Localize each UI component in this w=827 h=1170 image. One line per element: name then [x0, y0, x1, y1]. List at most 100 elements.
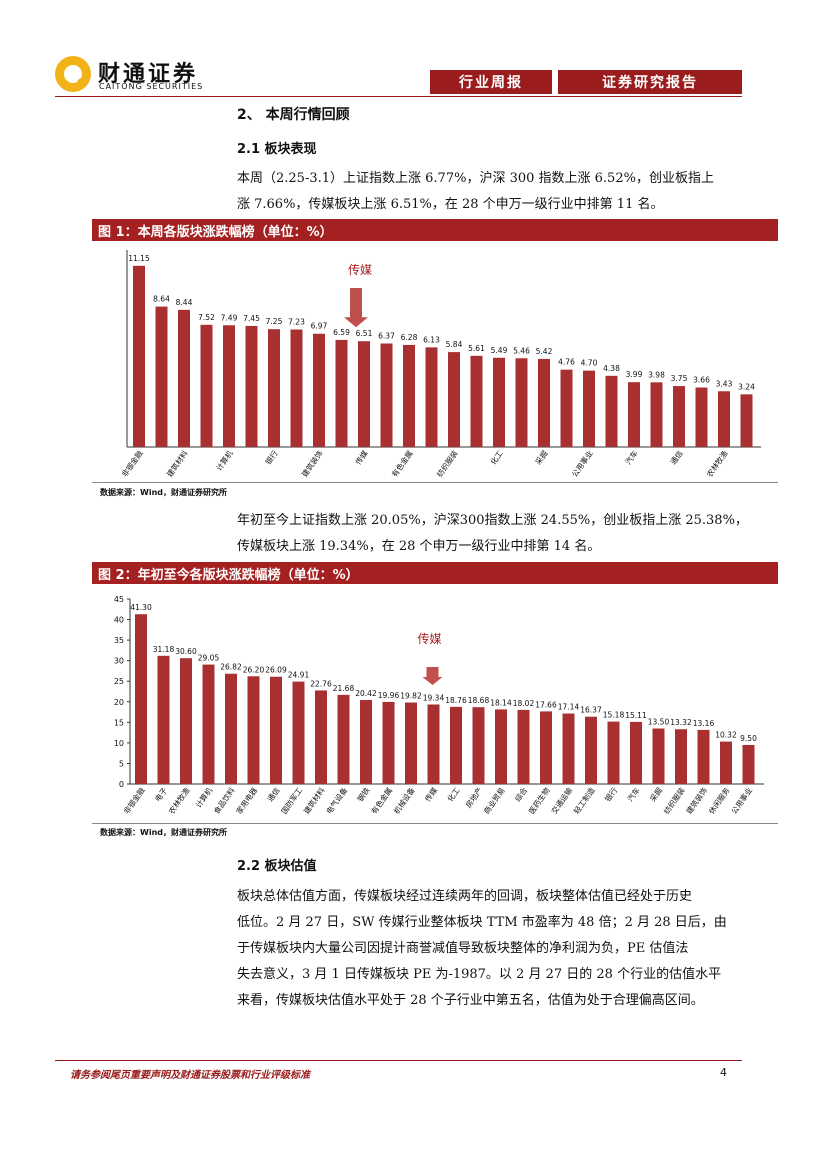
para3-line: 失去意义，3 月 1 日传媒板块 PE 为-1987。以 2 月 27 日的 2… — [237, 967, 722, 982]
data-label: 21.68 — [333, 684, 355, 693]
data-label: 4.38 — [603, 364, 620, 373]
data-label: 7.25 — [266, 317, 283, 326]
tick-label: 轻工制造 — [571, 785, 597, 816]
bar — [245, 325, 258, 447]
y-tick-label: 20 — [114, 698, 124, 707]
bar — [718, 391, 730, 447]
data-label: 30.60 — [175, 647, 197, 656]
y-tick-label: 40 — [114, 616, 124, 625]
tick-label: 纺织服装 — [661, 785, 687, 816]
para3: 板块总体估值方面，传媒板块经过连续两年的回调，板块整体估值已经处于历史 低位。2… — [237, 884, 757, 1014]
data-label: 13.50 — [648, 718, 670, 727]
tick-label: 化工 — [488, 448, 505, 466]
data-label: 15.11 — [625, 711, 647, 720]
data-label: 5.84 — [446, 340, 463, 349]
data-label: 22.76 — [310, 679, 332, 688]
data-label: 6.97 — [311, 322, 328, 331]
tick-label: 家用电器 — [234, 785, 260, 816]
bar — [652, 728, 665, 784]
bar — [315, 690, 327, 784]
data-label: 6.37 — [378, 331, 395, 340]
figure1-title: 图 1：本周各版块涨跌幅榜（单位：%） — [92, 219, 778, 241]
annotation-arrow — [422, 667, 443, 685]
data-label: 6.13 — [423, 335, 440, 344]
bar — [675, 729, 687, 784]
y-tick-label: 30 — [114, 657, 124, 666]
bar — [380, 343, 393, 447]
para3-line: 来看，传媒板块估值水平处于 28 个子行业中第五名，估值为处于合理偏高区间。 — [237, 993, 704, 1008]
tick-label: 非银金融 — [119, 448, 145, 479]
data-label: 18.76 — [445, 696, 467, 705]
bar — [247, 676, 260, 784]
bar — [313, 333, 325, 447]
bar — [742, 744, 755, 784]
data-label: 17.66 — [535, 700, 557, 709]
data-label: 13.16 — [693, 719, 715, 728]
bar — [268, 329, 280, 447]
y-tick-label: 5 — [119, 759, 124, 768]
tick-label: 计算机 — [214, 448, 235, 473]
section-title: 2、 本周行情回顾 — [237, 107, 350, 123]
data-label: 16.37 — [580, 706, 602, 715]
data-label: 5.42 — [536, 347, 553, 356]
data-label: 18.14 — [490, 698, 512, 707]
bar — [403, 344, 415, 447]
bar — [180, 658, 192, 784]
tick-label: 银行 — [263, 448, 280, 466]
y-tick-label: 0 — [119, 780, 124, 789]
data-label: 24.91 — [288, 671, 310, 680]
tick-label: 非银金融 — [121, 785, 147, 816]
data-label: 6.51 — [356, 329, 373, 338]
bar — [358, 341, 370, 447]
bar — [425, 347, 438, 447]
bar — [450, 706, 462, 784]
data-label: 8.64 — [153, 295, 170, 304]
bar — [133, 265, 145, 447]
tag-weekly: 行业周报 — [430, 70, 552, 94]
data-label: 11.15 — [128, 254, 150, 263]
tick-label: 有色金属 — [369, 785, 394, 815]
data-label: 5.49 — [491, 346, 508, 355]
bar — [360, 700, 372, 784]
bar — [650, 382, 663, 447]
data-label: 29.05 — [198, 654, 220, 663]
bar — [493, 357, 505, 447]
bar — [290, 329, 303, 447]
data-label: 26.20 — [243, 665, 265, 674]
data-label: 4.70 — [581, 359, 598, 368]
bar — [382, 701, 395, 784]
bar — [202, 664, 215, 784]
y-tick-label: 10 — [114, 739, 124, 748]
tick-label: 建筑装饰 — [684, 785, 710, 816]
page-number: 4 — [720, 1066, 727, 1079]
tick-label: 钢铁 — [355, 785, 372, 803]
data-label: 18.02 — [513, 699, 535, 708]
data-label: 3.66 — [693, 376, 710, 385]
logo-icon — [55, 56, 91, 92]
data-label: 26.82 — [220, 663, 242, 672]
y-tick-label: 25 — [114, 677, 124, 686]
data-label: 3.99 — [626, 370, 643, 379]
data-label: 3.98 — [648, 370, 665, 379]
data-label: 8.44 — [176, 298, 193, 307]
data-label: 17.14 — [558, 703, 580, 712]
para2-line2: 传媒板块上涨 19.34%，在 28 个申万一级行业中排第 14 名。 — [237, 539, 601, 554]
para1-line1: 本周（2.25-3.1）上证指数上涨 6.77%，沪深 300 指数上涨 6.5… — [237, 171, 714, 186]
tick-label: 汽车 — [623, 448, 640, 466]
data-label: 20.42 — [355, 689, 377, 698]
tick-label: 商业贸易 — [481, 785, 506, 815]
data-label: 4.76 — [558, 358, 575, 367]
bar — [720, 741, 732, 784]
annotation-label: 传媒 — [417, 631, 441, 646]
tick-label: 传媒 — [353, 448, 370, 466]
bar — [157, 655, 170, 784]
data-label: 26.09 — [265, 666, 287, 675]
tick-label: 交通运输 — [549, 785, 575, 816]
data-label: 3.24 — [738, 382, 755, 391]
bar — [538, 358, 550, 447]
tick-label: 机械设备 — [391, 785, 417, 816]
figure1-source: 数据来源：Wind，财通证券研究所 — [100, 488, 227, 497]
bar — [335, 339, 348, 447]
data-label: 31.18 — [153, 645, 175, 654]
data-label: 7.45 — [243, 314, 260, 323]
